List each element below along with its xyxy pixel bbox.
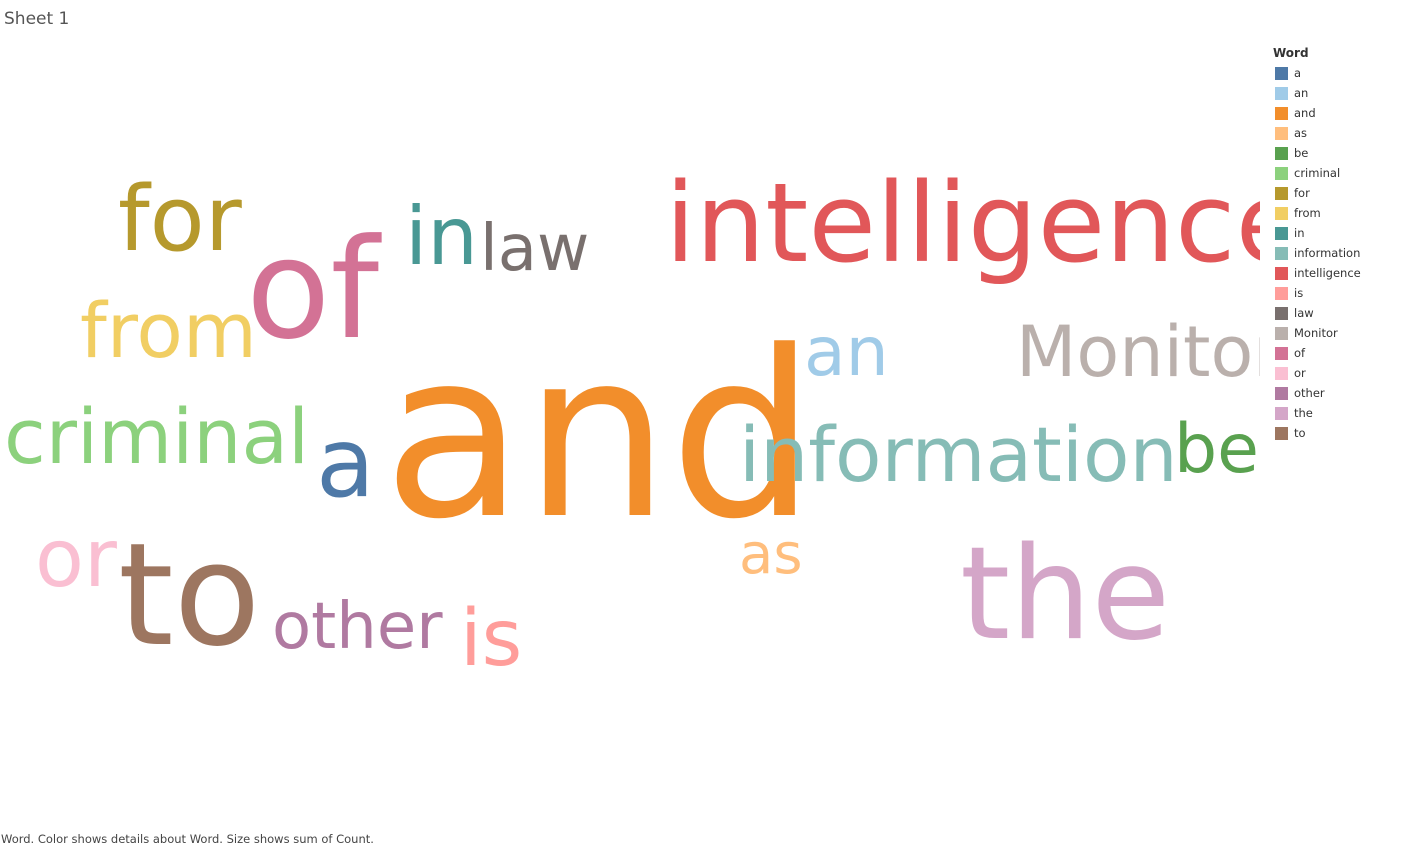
legend-item-is[interactable]: is: [1273, 283, 1361, 303]
cloud-word-is[interactable]: is: [460, 594, 522, 684]
legend-swatch: [1275, 186, 1288, 200]
legend-label: or: [1294, 366, 1306, 380]
legend-swatch: [1275, 326, 1288, 340]
legend-item-of[interactable]: of: [1273, 343, 1361, 363]
cloud-word-and[interactable]: and: [383, 303, 816, 570]
cloud-word-for[interactable]: for: [118, 167, 242, 272]
legend-swatch: [1275, 266, 1288, 280]
legend-label: information: [1294, 246, 1361, 260]
legend-item-monitor[interactable]: Monitor: [1273, 323, 1361, 343]
legend-item-criminal[interactable]: criminal: [1273, 163, 1361, 183]
legend-item-an[interactable]: an: [1273, 83, 1361, 103]
legend-swatch: [1275, 166, 1288, 180]
legend-label: in: [1294, 226, 1305, 240]
legend-label: a: [1294, 66, 1302, 80]
legend-item-or[interactable]: or: [1273, 363, 1361, 383]
legend-label: the: [1294, 406, 1313, 420]
cloud-word-to[interactable]: to: [118, 513, 261, 678]
legend-label: of: [1294, 346, 1306, 360]
legend-item-information[interactable]: information: [1273, 243, 1361, 263]
legend-label: an: [1294, 86, 1309, 100]
legend-item-for[interactable]: for: [1273, 183, 1361, 203]
cloud-word-of[interactable]: of: [246, 209, 382, 370]
legend-item-law[interactable]: law: [1273, 303, 1361, 323]
legend-label: for: [1294, 186, 1310, 200]
legend-swatch: [1275, 206, 1288, 220]
legend-label: be: [1294, 146, 1309, 160]
legend-item-intelligence[interactable]: intelligence: [1273, 263, 1361, 283]
legend-item-from[interactable]: from: [1273, 203, 1361, 223]
cloud-word-monitor[interactable]: Monitor: [1016, 311, 1260, 393]
legend-item-and[interactable]: and: [1273, 103, 1361, 123]
chart-caption: Word. Color shows details about Word. Si…: [1, 832, 374, 846]
legend-label: to: [1294, 426, 1306, 440]
legend-swatch: [1275, 406, 1288, 420]
legend-label: from: [1294, 206, 1321, 220]
legend-swatch: [1275, 146, 1288, 160]
legend-label: intelligence: [1294, 266, 1361, 280]
legend-label: and: [1294, 106, 1316, 120]
legend-item-other[interactable]: other: [1273, 383, 1361, 403]
legend-swatch: [1275, 346, 1288, 360]
legend-item-as[interactable]: as: [1273, 123, 1361, 143]
legend-swatch: [1275, 66, 1288, 80]
legend-swatch: [1275, 366, 1288, 380]
legend-swatch: [1275, 386, 1288, 400]
legend-label: law: [1294, 306, 1314, 320]
cloud-word-or[interactable]: or: [35, 512, 117, 605]
legend-label: other: [1294, 386, 1325, 400]
color-legend: Word a an and as be criminal for from in informat…: [1273, 46, 1361, 443]
legend-swatch: [1275, 126, 1288, 140]
legend-item-to[interactable]: to: [1273, 423, 1361, 443]
cloud-word-from[interactable]: from: [80, 286, 257, 375]
cloud-word-information[interactable]: information: [739, 410, 1178, 499]
legend-label: criminal: [1294, 166, 1341, 180]
legend-label: is: [1294, 286, 1304, 300]
cloud-word-intelligence[interactable]: intelligence: [665, 159, 1260, 287]
legend-title: Word: [1273, 46, 1309, 60]
legend-item-the[interactable]: the: [1273, 403, 1361, 423]
legend-item-be[interactable]: be: [1273, 143, 1361, 163]
cloud-word-criminal[interactable]: criminal: [4, 392, 309, 481]
legend-swatch: [1275, 246, 1288, 260]
legend-swatch: [1275, 86, 1288, 100]
cloud-word-an[interactable]: an: [804, 313, 889, 392]
cloud-word-a[interactable]: a: [316, 407, 375, 519]
legend-swatch: [1275, 286, 1288, 300]
cloud-word-law[interactable]: law: [480, 212, 589, 286]
legend-label: Monitor: [1294, 326, 1338, 340]
legend-swatch: [1275, 306, 1288, 320]
legend-swatch: [1275, 106, 1288, 120]
legend-swatch: [1275, 226, 1288, 240]
cloud-word-the[interactable]: the: [960, 520, 1170, 669]
cloud-word-as[interactable]: as: [739, 522, 803, 587]
cloud-word-be[interactable]: be: [1174, 410, 1259, 489]
legend-label: as: [1294, 126, 1308, 140]
cloud-word-in[interactable]: in: [405, 190, 478, 283]
legend-item-in[interactable]: in: [1273, 223, 1361, 243]
cloud-word-other[interactable]: other: [272, 590, 443, 664]
legend-item-a[interactable]: a: [1273, 63, 1361, 83]
sheet-title: Sheet 1: [4, 9, 70, 29]
legend-swatch: [1275, 426, 1288, 440]
legend-items: a an and as be criminal for from in information in…: [1273, 63, 1361, 443]
